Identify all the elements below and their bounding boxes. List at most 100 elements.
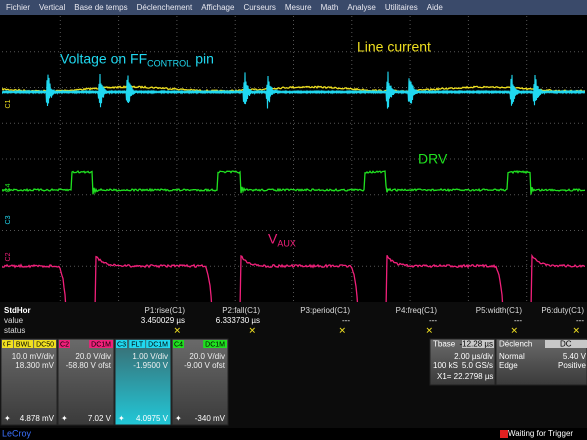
channel-tag: DC50: [36, 341, 54, 348]
measure-row-label: status: [4, 326, 25, 335]
menu-item[interactable]: Aide: [427, 3, 444, 12]
measure-status: ✕: [248, 325, 256, 335]
channel-marker-icon: ✦: [175, 414, 182, 423]
channel-marker-icon: ✦: [61, 414, 68, 423]
measure-value: 6.333730 µs: [216, 316, 260, 325]
channel-id: C3: [117, 341, 126, 348]
measure-status: ✕: [510, 325, 518, 335]
trigger-type: Edge: [499, 361, 518, 370]
plot-area: [2, 16, 585, 302]
measure-name[interactable]: P5:width(C1): [476, 306, 523, 315]
menu-item[interactable]: Analyse: [347, 3, 376, 12]
annotation: pin: [195, 51, 214, 67]
trace-ff-voltage: [2, 71, 585, 109]
measure-name[interactable]: P4:freq(C1): [396, 306, 438, 315]
traces: [2, 71, 585, 302]
channel-marker: C2: [5, 252, 12, 261]
annotation: V: [268, 231, 278, 247]
channel-tag-bg: [116, 340, 127, 348]
measure-value: 3.450029 µs: [141, 316, 185, 325]
channel-box[interactable]: [0, 338, 58, 426]
channel-tag: DC1M: [148, 341, 168, 348]
trigger-mode: Normal: [499, 352, 525, 361]
annotation: Line current: [357, 39, 431, 55]
menu-item[interactable]: Vertical: [39, 3, 65, 12]
measure-status: ✕: [572, 325, 580, 335]
measure-value: ---: [342, 316, 350, 325]
channel-tag-bg: [4, 340, 13, 348]
channel-marker: C4: [5, 183, 12, 192]
channel-setting: -9.00 V ofst: [184, 361, 226, 370]
timebase-rate: 5.0 GS/s: [462, 361, 493, 370]
trigger-coupling: DC: [560, 340, 572, 349]
channel-tag-bg: [89, 340, 113, 348]
channel-setting: 10.0 mV/div: [12, 352, 54, 361]
status-icon: [500, 430, 508, 438]
channel-tag-bg: [146, 340, 170, 348]
measure-name[interactable]: P1:rise(C1): [145, 306, 186, 315]
channel-box[interactable]: [57, 338, 115, 426]
channel-reading: 4.878 mV: [20, 414, 55, 423]
channel-tag: FLT: [131, 341, 144, 348]
measure-name[interactable]: P6:duty(C1): [541, 306, 584, 315]
channel-reading: -340 mV: [195, 414, 226, 423]
channel-marker-icon: ✦: [4, 414, 11, 423]
channel-tag: DC1M: [205, 341, 225, 348]
menu-item[interactable]: Base de temps: [74, 3, 127, 12]
measure-name[interactable]: P3:period(C1): [300, 306, 350, 315]
trace-vaux: [2, 253, 585, 302]
menu-item[interactable]: Affichage: [201, 3, 235, 12]
menu-item[interactable]: Mesure: [285, 3, 312, 12]
annotation: DRV: [418, 151, 448, 167]
channel-id: C2: [60, 341, 69, 348]
menu-item[interactable]: Déclenchement: [137, 3, 193, 12]
menu-item[interactable]: Utilitaires: [385, 3, 418, 12]
channel-setting: 20.0 V/div: [189, 352, 225, 361]
timebase-delay: -12.28 µs: [459, 340, 493, 349]
menu-item[interactable]: Curseurs: [243, 3, 275, 12]
channel-marker-icon: ✦: [118, 414, 125, 423]
channel-setting: -58.80 V ofst: [66, 361, 112, 370]
channel-box[interactable]: [114, 338, 172, 426]
timebase-scale: 2.00 µs/div: [454, 352, 493, 361]
measure-value: ---: [576, 316, 584, 325]
channel-tag-bg: [59, 340, 70, 348]
channel-setting: 20.0 V/div: [75, 352, 111, 361]
channel-setting: -1.9500 V: [133, 361, 168, 370]
channel-box[interactable]: [171, 338, 229, 426]
measure-status: ✕: [425, 325, 433, 335]
measure-status: ✕: [338, 325, 346, 335]
measure-row-label: value: [4, 316, 24, 325]
measure-label: StdHor: [4, 306, 31, 315]
trigger-status: Waiting for Trigger: [508, 429, 573, 438]
channel-tag-bg: [203, 340, 227, 348]
channel-tag-bg: [129, 340, 146, 348]
trigger-title: Déclench: [499, 340, 532, 349]
timebase-cursor: X1= 22.2798 µs: [437, 372, 493, 381]
trace-drv: [2, 169, 585, 195]
channel-setting: 18.300 mV: [15, 361, 54, 370]
channel-marker: C3: [5, 215, 12, 224]
status-bar: [0, 428, 587, 440]
annotation-subscript: AUX: [277, 238, 296, 248]
channel-tag-bg: [13, 340, 34, 348]
measure-name[interactable]: P2:fall(C1): [222, 306, 260, 315]
timebase-samples: 100 kS: [433, 361, 458, 370]
channel-setting: 1.00 V/div: [132, 352, 168, 361]
channel-marker: C1: [5, 99, 12, 108]
brand: LeCroy: [2, 428, 32, 438]
timebase-header: [462, 340, 494, 348]
channel-tag: DC1M: [91, 341, 111, 348]
channel-tag: BWL: [16, 341, 31, 348]
trigger-level: 5.40 V: [563, 352, 587, 361]
menu-item[interactable]: Math: [321, 3, 339, 12]
channel-id: C4: [174, 341, 183, 348]
channel-tag-bg: [34, 340, 56, 348]
trigger-slope: Positive: [558, 361, 587, 370]
menu-item[interactable]: Fichier: [6, 3, 30, 12]
trigger-coupling-bg: [545, 340, 587, 348]
timebase-title: Tbase: [433, 340, 456, 349]
channel-reading: 7.02 V: [88, 414, 112, 423]
annotation: Voltage on FF: [60, 51, 147, 67]
